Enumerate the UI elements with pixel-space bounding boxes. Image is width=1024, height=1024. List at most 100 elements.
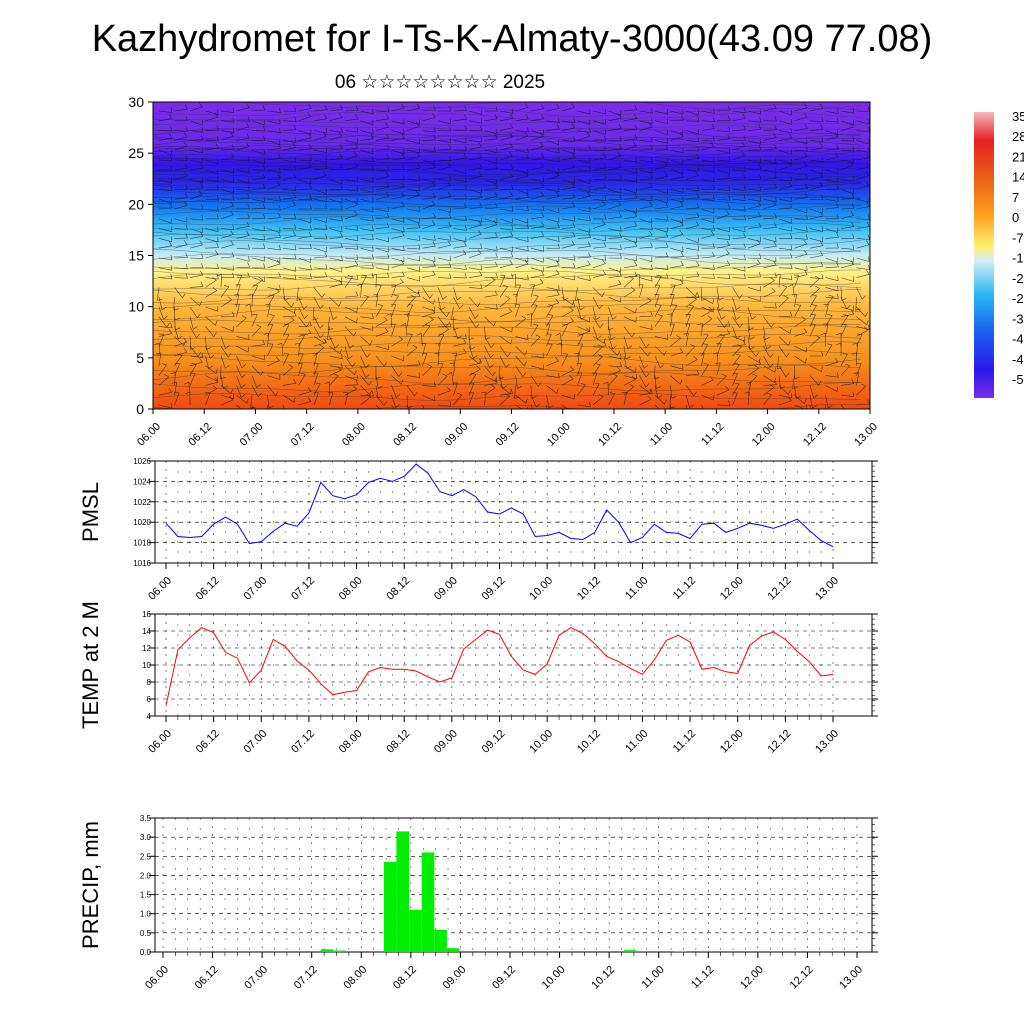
- wind-barb: [406, 344, 418, 357]
- wind-barb: [406, 147, 421, 154]
- wind-barb: [515, 256, 529, 263]
- wind-barb: [778, 274, 793, 280]
- wind-barb: [324, 381, 330, 396]
- wind-barb: [577, 119, 591, 125]
- colorbar-label: -4: [1012, 352, 1024, 367]
- wind-barb: [481, 391, 487, 406]
- wind-barb: [791, 293, 798, 308]
- wind-barb: [453, 297, 464, 310]
- wind-barb: [856, 181, 870, 190]
- wind-barb: [421, 353, 428, 366]
- wind-barb: [776, 355, 783, 370]
- wind-barb: [344, 336, 354, 349]
- wind-barb: [577, 401, 591, 408]
- panel-ylabel: PRECIP, mm: [78, 821, 103, 949]
- wind-barb: [437, 321, 452, 327]
- wind-barb: [236, 385, 246, 398]
- temp-series-line: [165, 627, 834, 706]
- wind-barb: [561, 103, 575, 112]
- wind-barb: [701, 157, 715, 163]
- wind-barb: [654, 365, 660, 380]
- wind-barb: [561, 231, 576, 239]
- wind-barb: [158, 402, 173, 409]
- wind-barb: [515, 284, 521, 298]
- wind-barb: [220, 252, 235, 259]
- wind-barb: [453, 249, 467, 259]
- wind-barb: [623, 114, 638, 122]
- wind-barb: [561, 274, 576, 281]
- wind-barb: [809, 136, 824, 143]
- wind-barb: [205, 306, 219, 312]
- wind-barb: [205, 169, 219, 175]
- wind-barb: [406, 360, 421, 367]
- wind-barb: [282, 157, 297, 163]
- wind-barb: [732, 382, 740, 396]
- wind-barb: [453, 392, 463, 406]
- chart-title: Kazhydromet for I-Ts-K-Almaty-3000(43.09…: [91, 18, 933, 60]
- wind-barb: [855, 297, 861, 311]
- wind-barb: [840, 157, 855, 163]
- wind-barb: [484, 178, 498, 185]
- wind-barb: [344, 143, 359, 151]
- wind-barb: [856, 118, 870, 125]
- wind-barb: [778, 346, 790, 358]
- contour-line: [153, 145, 862, 154]
- wind-barb: [716, 273, 731, 279]
- wind-barb: [484, 203, 498, 210]
- wind-barb: [329, 204, 343, 210]
- wind-barb: [329, 178, 343, 185]
- wind-barb: [732, 340, 746, 347]
- wind-barb: [592, 382, 600, 396]
- wind-barb: [670, 187, 684, 193]
- wind-barb: [189, 231, 204, 239]
- wind-barb: [422, 296, 435, 305]
- wind-barb: [809, 182, 824, 190]
- wind-barb: [546, 207, 560, 214]
- wind-barb: [716, 148, 730, 154]
- wind-barb: [220, 144, 235, 151]
- wind-barb: [825, 294, 834, 308]
- wind-barb: [577, 206, 591, 213]
- wind-barb: [809, 116, 824, 123]
- panel-ytick-label: 2.5: [140, 852, 152, 861]
- wind-barb: [577, 316, 591, 323]
- wind-barb: [158, 155, 173, 162]
- wind-barb: [499, 393, 511, 406]
- wind-barb: [840, 287, 847, 301]
- wind-barb: [840, 353, 848, 366]
- wind-barb: [608, 267, 622, 273]
- wind-barb: [234, 303, 240, 317]
- wind-barb: [778, 392, 793, 399]
- wind-barb: [530, 212, 545, 220]
- wind-barb: [499, 151, 513, 161]
- wind-barb: [375, 247, 389, 253]
- wind-barb: [189, 215, 204, 221]
- wind-barb: [856, 234, 870, 240]
- wind-barb: [298, 155, 312, 161]
- wind-barb: [484, 290, 498, 298]
- wind-barb: [591, 372, 598, 386]
- wind-barb: [390, 323, 396, 337]
- wind-barb: [577, 109, 591, 115]
- wind-barb: [189, 352, 204, 358]
- wind-barb: [716, 126, 731, 133]
- wind-barb: [360, 393, 372, 406]
- wind-barb: [732, 195, 746, 201]
- wind-barb: [592, 235, 607, 242]
- wind-barb: [375, 182, 390, 190]
- wind-barb: [329, 113, 343, 122]
- wind-barb: [592, 195, 607, 202]
- wind-barb: [282, 353, 289, 366]
- wind-barb: [701, 136, 715, 142]
- wind-barb: [184, 381, 191, 396]
- contour-line: [153, 215, 862, 227]
- wind-barb: [654, 273, 669, 279]
- contour-line: [153, 176, 862, 184]
- wind-barb: [189, 204, 204, 210]
- wind-barb: [422, 192, 436, 200]
- wind-barb: [654, 274, 662, 288]
- wind-barb: [453, 193, 467, 200]
- wind-barb: [623, 316, 637, 323]
- wind-barb: [391, 226, 405, 233]
